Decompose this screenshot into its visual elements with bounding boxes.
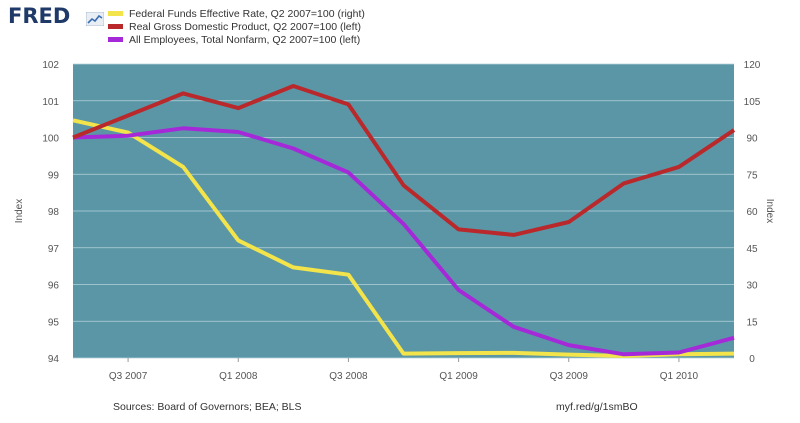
x-tick-label: Q3 2008: [329, 371, 368, 382]
y-axis-label-right: Index: [764, 199, 775, 223]
y-left-tick-label: 100: [42, 134, 59, 145]
y-left-tick-label: 98: [48, 207, 60, 218]
short-link[interactable]: myf.red/g/1smBO: [556, 401, 638, 413]
y-left-tick-label: 102: [42, 60, 59, 71]
y-left-tick-label: 96: [48, 281, 60, 292]
legend-item-gdp[interactable]: Real Gross Domestic Product, Q2 2007=100…: [108, 21, 365, 34]
line-chart-icon: [86, 12, 104, 26]
legend-swatch: [108, 36, 123, 42]
x-tick-label: Q3 2007: [109, 371, 148, 382]
y-left-tick-label: 99: [48, 170, 60, 181]
y-right-tick-label: 30: [746, 281, 758, 292]
y-right-tick-label: 105: [744, 97, 761, 108]
y-left-tick-label: 101: [42, 97, 59, 108]
x-tick-label: Q3 2009: [550, 371, 589, 382]
y-right-tick-label: 60: [746, 207, 758, 218]
legend-label: All Employees, Total Nonfarm, Q2 2007=10…: [129, 34, 361, 46]
y-axis-label-left: Index: [14, 199, 25, 223]
y-right-tick-label: 90: [746, 134, 758, 145]
legend-label: Federal Funds Effective Rate, Q2 2007=10…: [129, 8, 365, 20]
x-tick-label: Q1 2010: [660, 371, 699, 382]
y-left-tick-label: 97: [48, 244, 60, 255]
plot-area: [73, 64, 734, 358]
series-line-all-employees-total-nonfarm-q2: [72, 126, 735, 357]
y-right-tick-label: 75: [746, 170, 758, 181]
y-left-tick-label: 95: [48, 317, 60, 328]
legend-swatch: [108, 10, 123, 16]
y-right-tick-label: 120: [744, 60, 761, 71]
fred-logo[interactable]: FRED: [8, 4, 71, 28]
series-line-real-gross-domestic-product-q2: [72, 84, 736, 237]
legend-label: Real Gross Domestic Product, Q2 2007=100…: [129, 21, 361, 33]
y-left-tick-label: 94: [48, 354, 60, 365]
y-right-tick-label: 0: [749, 354, 755, 365]
y-right-tick-label: 15: [746, 317, 758, 328]
sources-text: Sources: Board of Governors; BEA; BLS: [113, 401, 302, 413]
legend-swatch: [108, 23, 123, 29]
series-line-federal-funds-effective-rate-q: [72, 118, 735, 358]
x-tick-label: Q1 2008: [219, 371, 258, 382]
y-right-tick-label: 45: [746, 244, 758, 255]
x-tick-label: Q1 2009: [439, 371, 478, 382]
legend-item-employees[interactable]: All Employees, Total Nonfarm, Q2 2007=10…: [108, 34, 365, 47]
legend-item-fed-funds[interactable]: Federal Funds Effective Rate, Q2 2007=10…: [108, 8, 365, 21]
legend: Federal Funds Effective Rate, Q2 2007=10…: [108, 8, 365, 47]
